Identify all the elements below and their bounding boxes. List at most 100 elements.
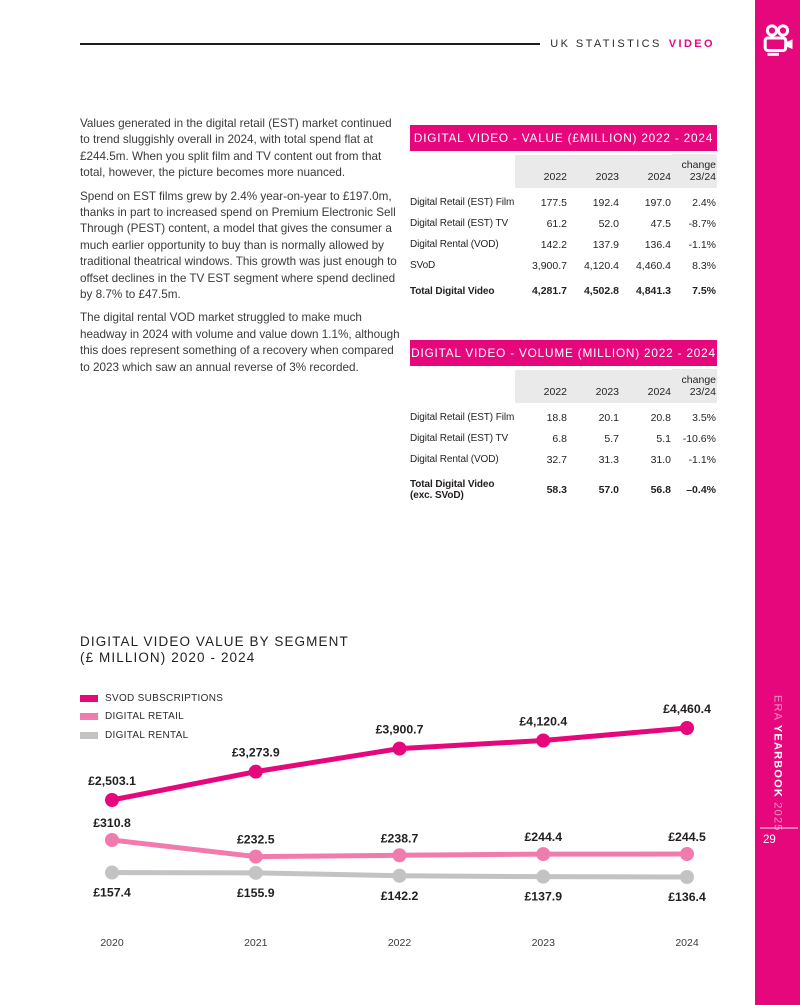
article-paragraph: Values generated in the digital retail (…: [80, 117, 392, 180]
column-header: 2024: [620, 370, 672, 403]
chart-title: DIGITAL VIDEO VALUE BY SEGMENT (£ MILLIO…: [80, 634, 349, 666]
total-value: –0.4%: [686, 484, 716, 496]
chart-value-label: £4,460.4: [663, 702, 711, 716]
chart-point: [248, 764, 263, 779]
legend-item: DIGITAL RENTAL: [80, 726, 223, 745]
segment-line-chart: £2,503.1 £3,273.9 £3,900.7 £4,120.4 £4,460.4…: [88, 702, 711, 949]
row-value: 4,120.4: [583, 259, 619, 272]
table-total-row: Total Digital Video (exc. SVoD) 58.3 57.0 5…: [410, 479, 717, 501]
chart-point: [680, 869, 694, 884]
row-value: 61.2: [546, 217, 567, 230]
row-value: 192.4: [592, 196, 619, 209]
row-value: 3,900.7: [531, 259, 567, 272]
total-value: 56.8: [650, 484, 671, 496]
x-axis-label: 2021: [244, 937, 268, 949]
column-header: 2022: [515, 370, 568, 403]
row-value: 31.3: [598, 453, 619, 466]
chart-point: [248, 865, 263, 880]
table-body: 2022 2023 2024 change 23/24 Digital Retail (…: [410, 154, 717, 297]
header-section-label: UK STATISTICS: [550, 38, 662, 50]
table-header-row: 2022 2023 2024 change 23/24: [410, 369, 717, 403]
chart-point: [392, 848, 407, 863]
digital-video-value-table: DIGITAL VIDEO - VALUE (£MILLION) 2022 - …: [410, 125, 717, 297]
table-row: Digital Retail (EST) Film 18.8 20.1 20.8 3.5…: [410, 407, 717, 428]
legend-swatch-icon: [80, 713, 98, 721]
chart-value-label: £142.2: [381, 889, 419, 903]
column-header: 2023: [568, 155, 620, 188]
row-value: 137.9: [592, 238, 619, 251]
header-section-accent: VIDEO: [668, 38, 715, 50]
row-value: 3.5%: [692, 411, 716, 424]
brand-bold: YEARBOOK: [771, 724, 784, 799]
legend-item: SVOD SUBSCRIPTIONS: [80, 689, 223, 708]
chart-value-label: £137.9: [524, 890, 562, 904]
x-axis-label: 2020: [100, 937, 124, 949]
legend-label: DIGITAL RENTAL: [105, 729, 189, 741]
table-row: Digital Retail (EST) TV 6.8 5.7 5.1 -10.6%: [410, 428, 717, 449]
total-value: 57.0: [598, 484, 619, 496]
row-value: 4,460.4: [635, 259, 671, 272]
column-header: change 23/24: [672, 154, 717, 188]
digital-video-volume-table: DIGITAL VIDEO - VOLUME (MILLION) 2022 - …: [410, 340, 717, 501]
table-header-row: 2022 2023 2024 change 23/24: [410, 154, 717, 188]
row-value: -10.6%: [682, 432, 716, 445]
chart-value-label: £157.4: [93, 886, 131, 900]
table-header-spacer: [410, 370, 515, 403]
total-value: 58.3: [546, 484, 567, 496]
chart-value-label: £136.4: [668, 890, 706, 904]
table-row: SVoD 3,900.7 4,120.4 4,460.4 8.3%: [410, 255, 717, 276]
x-axis-label: 2023: [532, 937, 556, 949]
chart-legend: SVOD SUBSCRIPTIONS DIGITAL RETAIL DIGITAL …: [80, 689, 223, 745]
brand-post: 2025: [771, 798, 784, 832]
row-value: 5.7: [604, 432, 619, 445]
row-value: 5.1: [656, 432, 671, 445]
video-camera-icon: [763, 24, 793, 56]
row-value: 47.5: [650, 217, 671, 230]
chart-line: [109, 725, 690, 803]
row-label: Digital Rental (VOD): [410, 239, 499, 250]
chart-value-label: £310.8: [93, 816, 131, 830]
column-header: 2024: [620, 155, 672, 188]
x-axis-label: 2022: [388, 937, 412, 949]
total-value: 7.5%: [692, 285, 716, 297]
chart-value-label: £4,120.4: [519, 715, 567, 729]
page-header: UK STATISTICS VIDEO: [80, 38, 715, 50]
chart-value-label: £155.9: [237, 886, 275, 900]
legend-swatch-icon: [80, 731, 98, 739]
row-label: SVoD: [410, 260, 436, 271]
table-header-spacer: [410, 155, 515, 188]
row-value: -1.1%: [688, 238, 716, 251]
chart-value-label: £3,273.9: [232, 746, 280, 760]
row-label: Digital Retail (EST) TV: [410, 218, 509, 229]
chart-point: [680, 847, 694, 862]
chart-value-label: £232.5: [237, 833, 275, 847]
row-label: Digital Retail (EST) Film: [410, 412, 515, 423]
article-paragraph: Spend on EST films grew by 2.4% year-on-…: [80, 189, 397, 302]
chart-point: [105, 833, 119, 847]
row-value: 197.0: [644, 196, 671, 209]
chart-point: [392, 868, 407, 883]
legend-label: DIGITAL RETAIL: [105, 711, 185, 723]
legend-swatch-icon: [80, 694, 98, 702]
row-value: 142.2: [540, 238, 567, 251]
chart-value-label: £2,503.1: [88, 774, 136, 788]
chart-title-line2: (£ MILLION) 2020 - 2024: [80, 650, 256, 665]
row-value: 18.8: [546, 411, 567, 424]
table-row: Digital Retail (EST) TV 61.2 52.0 47.5 -8.7%: [410, 213, 717, 234]
chart-value-label: £244.5: [668, 830, 706, 844]
chart-point: [105, 793, 119, 807]
chart-point: [536, 733, 551, 748]
header-rule: [80, 43, 541, 45]
row-value: 8.3%: [692, 259, 716, 272]
total-label: Total Digital Video (exc. SVoD): [410, 479, 495, 501]
table-total-row: Total Digital Video 4,281.7 4,502.8 4,841.3…: [410, 285, 717, 297]
table-row: Digital Rental (VOD) 142.2 137.9 136.4 -1.1%: [410, 234, 717, 255]
chart-value-label: £238.7: [381, 831, 419, 845]
total-label: Total Digital Video: [410, 285, 495, 297]
row-value: 52.0: [598, 217, 619, 230]
legend-label: SVOD SUBSCRIPTIONS: [105, 692, 224, 704]
chart-point: [536, 869, 551, 884]
brand-vertical-text: ERA YEARBOOK 2025: [772, 695, 784, 832]
chart-title-line1: DIGITAL VIDEO VALUE BY SEGMENT: [80, 634, 349, 649]
table-row: Digital Rental (VOD) 32.7 31.3 31.0 -1.1%: [410, 449, 717, 470]
